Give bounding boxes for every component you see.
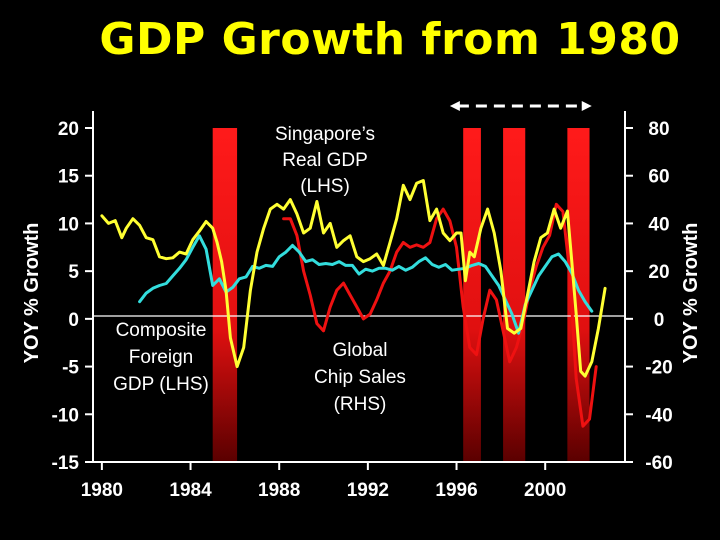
chart-title: GDP Growth from 1980 [99, 14, 681, 65]
singapore-gdp-line [100, 179, 607, 378]
right-tick-label: 0 [654, 310, 665, 331]
right-tick-label: -20 [645, 358, 672, 379]
chip-sales-line [282, 202, 598, 428]
x-tick-label: 1992 [347, 480, 389, 501]
x-tick-label: 1980 [81, 480, 123, 501]
left-tick-label: 15 [58, 167, 80, 188]
asian-crisis-arrow [449, 101, 592, 111]
foreign-label-line: GDP (LHS) [113, 374, 209, 395]
left-tick-label: -15 [52, 453, 80, 474]
right-tick-label: 40 [648, 214, 669, 235]
recession-band [463, 128, 481, 462]
arrow-head-left [449, 101, 460, 111]
x-tick-label: 1996 [435, 480, 477, 501]
foreign-annotation: Composite Foreign GDP (LHS) [113, 320, 209, 395]
right-tick-label: -40 [645, 405, 672, 426]
left-tick-label: 10 [58, 214, 79, 235]
left-axis-label: YOY % Growth [21, 223, 43, 364]
chips-annotation: Global Chip Sales (RHS) [314, 340, 406, 415]
left-tick-label: 5 [68, 262, 79, 283]
x-tick-label: 2000 [524, 480, 566, 501]
recession-band [503, 128, 526, 462]
right-tick-label: 60 [648, 167, 669, 188]
foreign-label-line: Foreign [129, 347, 193, 368]
right-tick-label: 20 [648, 262, 669, 283]
chips-label-line: Global [333, 340, 388, 361]
right-tick-label: -60 [645, 453, 672, 474]
right-axis-label: YOY % Growth [680, 223, 702, 364]
arrow-head-right [581, 101, 592, 111]
x-tick-label: 1988 [258, 480, 300, 501]
singapore-label-line: (LHS) [300, 176, 350, 197]
recession-band [567, 128, 590, 462]
x-tick-label: 1984 [169, 480, 212, 501]
recession-band [212, 128, 238, 462]
singapore-label-line: Singapore’s [275, 124, 375, 145]
left-tick-label: 0 [68, 310, 79, 331]
singapore-label-line: Real GDP [282, 150, 368, 171]
foreign-gdp-line [138, 234, 594, 335]
right-tick-label: 80 [648, 119, 669, 140]
left-tick-label: -5 [62, 358, 79, 379]
left-tick-label: -10 [52, 405, 79, 426]
chips-label-line: (RHS) [334, 394, 387, 415]
chips-label-line: Chip Sales [314, 367, 406, 388]
left-tick-label: 20 [58, 119, 79, 140]
singapore-annotation: Singapore’s Real GDP (LHS) [275, 124, 375, 197]
foreign-label-line: Composite [116, 320, 207, 341]
